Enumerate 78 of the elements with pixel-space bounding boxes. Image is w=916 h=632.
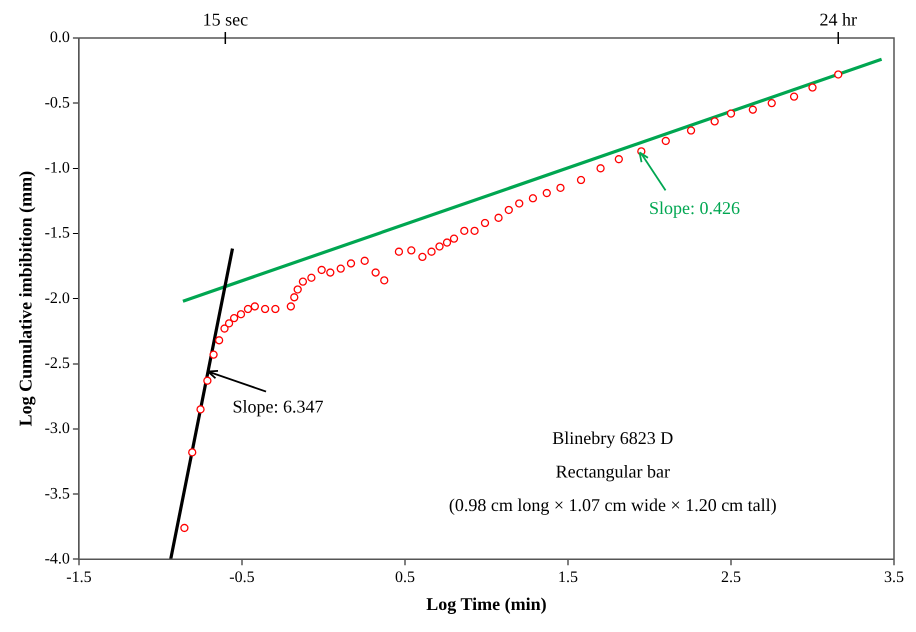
point: [515, 199, 524, 208]
point: [360, 256, 369, 265]
point: [196, 405, 205, 414]
point: [298, 278, 308, 286]
y-tick-label: 0.0: [50, 29, 70, 46]
y-tick-label: -2.5: [44, 354, 70, 372]
point: [790, 92, 798, 101]
point: [326, 268, 334, 277]
point: [180, 524, 189, 532]
annotation: Slope: 0.426: [649, 198, 740, 218]
x-tick-label: 3.5: [884, 569, 904, 586]
point: [318, 266, 326, 274]
point: [614, 155, 623, 164]
annotation: Slope: 6.347: [232, 396, 324, 416]
point: [371, 268, 380, 277]
point: [307, 274, 316, 282]
y-tick-label: -1.5: [44, 224, 70, 242]
x-tick-label: 2.5: [720, 569, 741, 586]
point: [224, 319, 234, 328]
point: [236, 310, 246, 318]
point: [271, 304, 280, 314]
x-tick-label: 0.5: [394, 569, 415, 586]
y-tick-label: -3.5: [44, 485, 70, 502]
point: [726, 109, 736, 118]
point: [286, 302, 295, 311]
point: [346, 259, 356, 268]
y-tick-label: -3.0: [44, 420, 70, 438]
point: [188, 448, 196, 457]
point: [427, 248, 436, 256]
point: [662, 136, 670, 146]
point: [442, 238, 452, 247]
point: [768, 99, 776, 108]
annotation: Rectangular bar: [556, 461, 670, 482]
y-axis-title: Log Cumulative imbibition (mm): [15, 170, 36, 426]
point: [494, 214, 503, 222]
point: [418, 252, 427, 262]
y-tick-label: -4.0: [44, 550, 70, 568]
point: [576, 176, 586, 184]
point: [450, 234, 458, 243]
point: [244, 304, 252, 314]
x-tick-label: -0.5: [229, 569, 255, 586]
y-tick-label: -0.5: [44, 94, 70, 112]
point: [808, 83, 817, 92]
point: [394, 248, 404, 256]
point: [203, 376, 212, 385]
y-tick-label: -2.0: [44, 290, 70, 307]
point: [480, 218, 490, 228]
point: [294, 285, 302, 294]
x-tick-label: -1.5: [66, 569, 92, 586]
point: [710, 117, 719, 126]
point: [460, 226, 468, 235]
point: [336, 264, 345, 273]
point: [407, 246, 416, 255]
point: [435, 242, 444, 251]
point: [748, 106, 757, 114]
point: [230, 314, 238, 322]
annotation: (0.98 cm long × 1.07 cm wide × 1.20 cm tall): [448, 494, 777, 515]
point: [250, 302, 259, 311]
x-tick-label: 1.5: [558, 569, 578, 586]
point: [686, 126, 696, 135]
point: [470, 226, 479, 235]
point: [220, 324, 229, 333]
point: [380, 276, 388, 285]
point: [556, 184, 565, 192]
point: [504, 206, 513, 214]
point: [528, 194, 538, 202]
annotation: Blinebry 6823 D: [552, 428, 674, 448]
annotation: 24 hr: [820, 10, 857, 30]
y-tick-label: -1.0: [44, 160, 70, 177]
annotation: 15 sec: [202, 10, 248, 30]
point: [209, 350, 218, 359]
point: [596, 164, 605, 172]
x-axis-title: Log Time (min): [426, 594, 547, 614]
point: [542, 188, 551, 198]
point: [290, 293, 298, 302]
point: [260, 304, 270, 314]
point: [834, 70, 842, 79]
point: [214, 336, 224, 344]
